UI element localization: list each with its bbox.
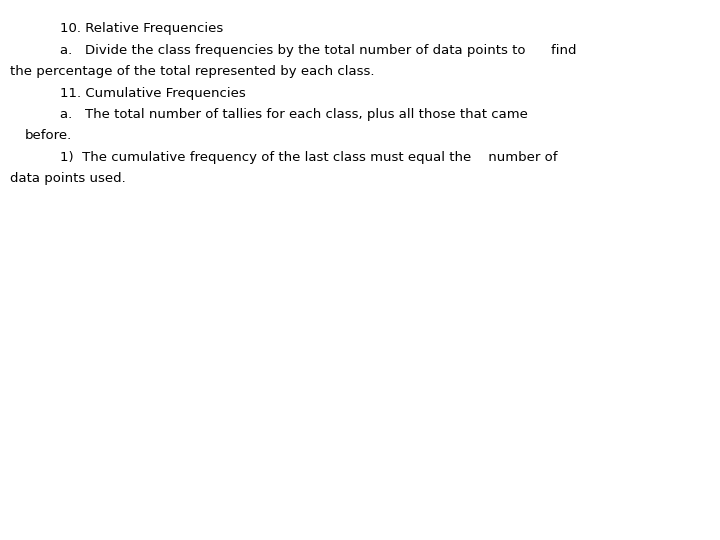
Text: 11. Cumulative Frequencies: 11. Cumulative Frequencies xyxy=(60,87,246,100)
Text: a.   Divide the class frequencies by the total number of data points to      fin: a. Divide the class frequencies by the t… xyxy=(60,44,577,57)
Text: the percentage of the total represented by each class.: the percentage of the total represented … xyxy=(10,65,374,78)
Text: 10. Relative Frequencies: 10. Relative Frequencies xyxy=(60,22,223,35)
Text: before.: before. xyxy=(25,129,72,142)
Text: 1)  The cumulative frequency of the last class must equal the    number of: 1) The cumulative frequency of the last … xyxy=(60,151,557,164)
Text: data points used.: data points used. xyxy=(10,172,126,185)
Text: a.   The total number of tallies for each class, plus all those that came: a. The total number of tallies for each … xyxy=(60,108,528,121)
